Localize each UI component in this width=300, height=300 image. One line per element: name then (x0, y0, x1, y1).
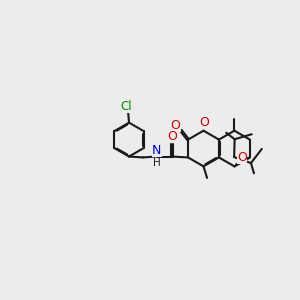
Text: O: O (171, 118, 181, 132)
Text: O: O (167, 130, 177, 143)
Text: O: O (199, 116, 209, 129)
Text: O: O (237, 151, 247, 164)
Text: N: N (152, 144, 161, 157)
Text: H: H (153, 158, 161, 168)
Text: Cl: Cl (121, 100, 133, 113)
